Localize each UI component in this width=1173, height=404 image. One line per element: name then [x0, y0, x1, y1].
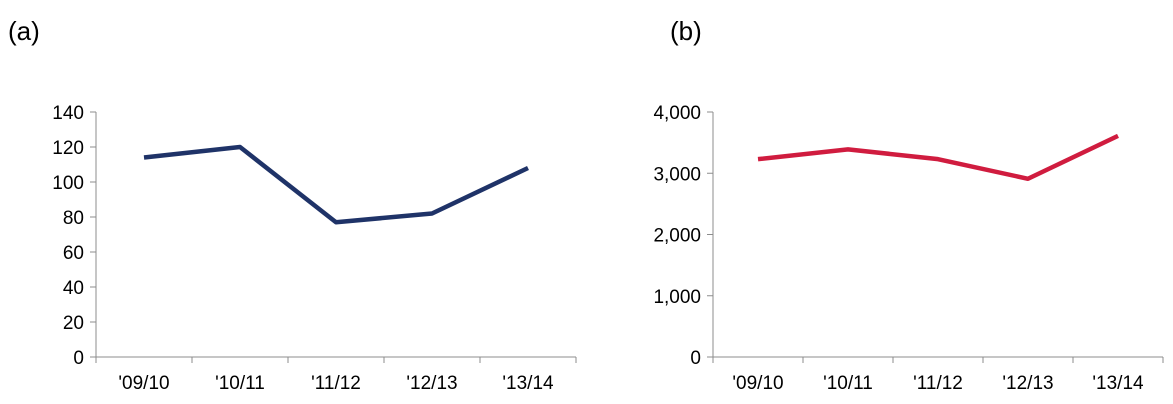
- b-x-tick-label: '13/14: [1092, 373, 1144, 394]
- b-y-tick-label: 3,000: [653, 164, 701, 185]
- a-x-tick-label: '09/10: [118, 373, 169, 394]
- b-y-tick-label: 2,000: [653, 226, 701, 247]
- a-y-tick-label: 80: [63, 208, 84, 229]
- a-y-tick-label: 100: [52, 173, 84, 194]
- panel-label-b: (b): [670, 16, 702, 46]
- a-x-tick-label: '13/14: [502, 373, 554, 394]
- a-y-tick-label: 20: [63, 313, 84, 334]
- a-x-tick-label: '11/12: [311, 373, 361, 394]
- b-series-line: [757, 133, 1119, 182]
- a-y-tick-label: 60: [63, 243, 84, 264]
- b-x-tick-label: '09/10: [732, 373, 783, 394]
- a-y-tick-label: 0: [73, 348, 84, 369]
- a-y-tick-label: 140: [52, 103, 84, 124]
- panel-label-a: (a): [8, 16, 40, 46]
- b-x-tick-label: '12/13: [1002, 373, 1053, 394]
- a-y-tick-label: 40: [63, 278, 84, 299]
- b-y-tick-label: 1,000: [653, 287, 701, 308]
- b-y-tick-label: 4,000: [653, 103, 701, 124]
- a-x-tick-label: '10/11: [215, 373, 265, 394]
- b-x-tick-label: '10/11: [823, 373, 873, 394]
- b-y-tick-label: 0: [690, 348, 701, 369]
- a-x-tick-label: '12/13: [406, 373, 457, 394]
- b-x-tick-label: '11/12: [913, 373, 963, 394]
- a-y-tick-label: 120: [52, 138, 84, 159]
